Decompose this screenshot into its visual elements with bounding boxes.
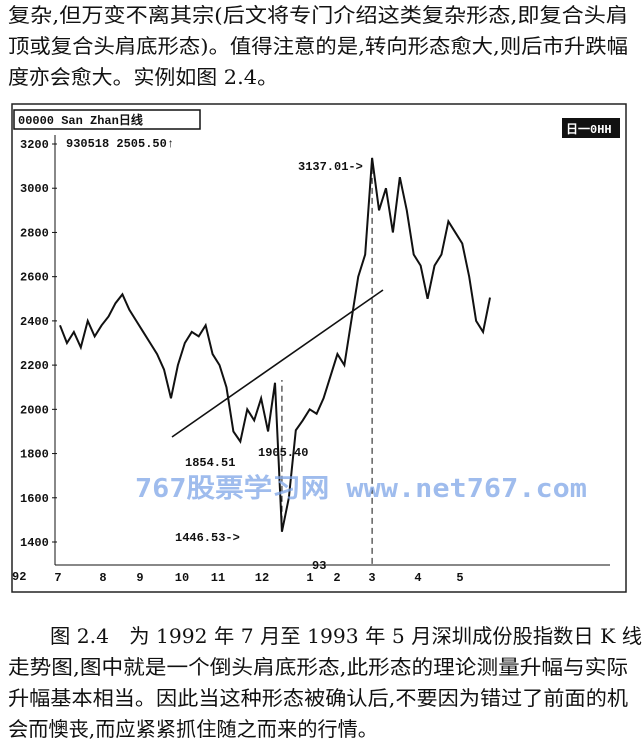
price-line — [59, 157, 491, 532]
header-box — [13, 109, 201, 130]
y-tick-label: 2000 — [20, 403, 49, 417]
y-tick-label: 1600 — [20, 492, 49, 506]
month-label: 5 — [456, 571, 463, 585]
annotation: 1446.53-> — [175, 531, 240, 545]
year-label: 93 — [312, 559, 326, 573]
corner-box — [562, 118, 620, 138]
year-label: 92 — [12, 570, 26, 584]
y-tick-label: 2600 — [20, 271, 49, 285]
paragraph-line: 复杂,但万变不离其宗(后文将专门介绍这类复杂形态,即复合头肩 — [8, 3, 628, 27]
month-label: 10 — [175, 571, 189, 585]
figure-frame — [11, 103, 627, 593]
neckline — [171, 289, 384, 438]
month-label: 11 — [211, 571, 225, 585]
month-label: 7 — [54, 571, 61, 585]
caption-line: 图 2.4 为 1992 年 7 月至 1993 年 5 月深圳成份股指数日 K… — [50, 624, 642, 648]
corner-label: 日一0HH — [566, 122, 612, 137]
info: 930518 2505.50↑ — [66, 137, 174, 151]
month-label: 4 — [414, 571, 421, 585]
header: 00000 San Zhan日线 — [18, 112, 143, 128]
caption-line: 走势图,图中就是一个倒头肩底形态,此形态的理论测量升幅与实际 — [8, 655, 628, 679]
y-tick-label: 3200 — [20, 138, 49, 152]
watermark: 767股票学习网 www.net767.com — [135, 473, 587, 504]
month-label: 3 — [368, 571, 375, 585]
y-tick-label: 1400 — [20, 536, 49, 550]
paragraph-line: 度亦会愈大。实例如图 2.4。 — [8, 65, 278, 89]
paragraph-line: 顶或复合头肩底形态)。值得注意的是,转向形态愈大,则后市升跌幅 — [8, 34, 628, 58]
annotation: 1854.51 — [185, 456, 235, 470]
caption-line: 会而懊丧,而应紧紧抓住随之而来的行情。 — [8, 717, 378, 741]
month-label: 8 — [99, 571, 106, 585]
y-tick-label: 3000 — [20, 182, 49, 196]
month-label: 9 — [136, 571, 143, 585]
annotation: 1905.40 — [258, 446, 308, 460]
month-label: 12 — [255, 571, 269, 585]
y-tick-label: 2200 — [20, 359, 49, 373]
y-tick-label: 1800 — [20, 448, 49, 462]
caption-line: 升幅基本相当。因此当这种形态被确认后,不要因为错过了前面的机 — [8, 686, 628, 710]
annotation: 3137.01-> — [298, 160, 363, 174]
y-tick-label: 2400 — [20, 315, 49, 329]
month-label: 1 — [306, 571, 313, 585]
y-tick-label: 2800 — [20, 226, 49, 240]
month-label: 2 — [333, 571, 340, 585]
